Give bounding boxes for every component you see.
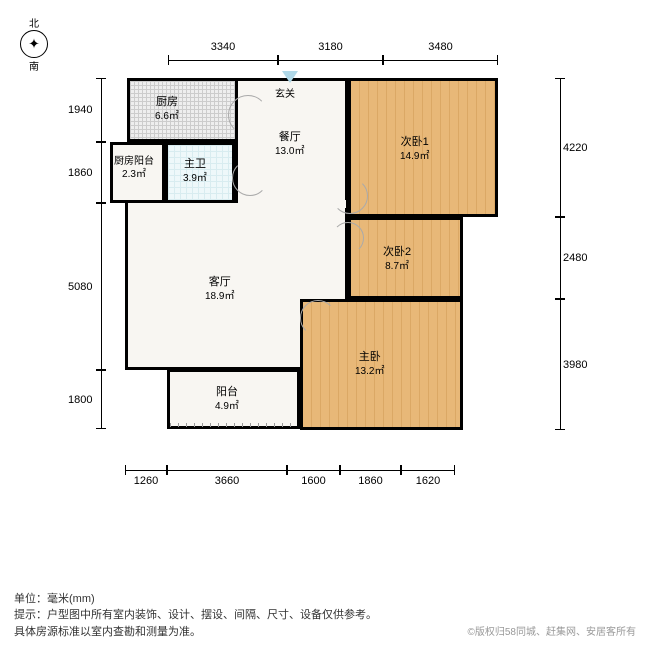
dim-right-1: 2480 — [555, 217, 565, 299]
dim-top-1: 3180 — [278, 55, 383, 65]
label-dining: 餐厅13.0㎡ — [275, 130, 304, 159]
footer-note: 具体房源标准以室内查勘和测量为准。 — [14, 624, 377, 641]
label-kit-balcony: 厨房阳台2.3㎡ — [114, 155, 154, 181]
dim-bot-1: 3660 — [167, 465, 287, 475]
dim-bot-3: 1860 — [340, 465, 401, 475]
label-bed1: 次卧114.9㎡ — [400, 135, 429, 164]
dim-left-0: 1940 — [96, 78, 106, 142]
dim-right-2: 3980 — [555, 299, 565, 430]
label-living: 客厅18.9㎡ — [205, 275, 234, 304]
dim-bot-4: 1620 — [401, 465, 455, 475]
footer-unit: 单位：毫米(mm) — [14, 591, 377, 608]
label-bed2: 次卧28.7㎡ — [383, 245, 411, 274]
compass-north: 北 — [20, 15, 48, 30]
floorplan-canvas: 北 ✦ 南 3340 3180 3480 1940 1860 5080 1800… — [0, 0, 650, 650]
label-balcony: 阳台4.9㎡ — [215, 385, 239, 414]
dim-bot-0: 1260 — [125, 465, 167, 475]
dim-right-0: 4220 — [555, 78, 565, 217]
entry-arrow-icon — [282, 71, 298, 83]
footer-notes: 单位：毫米(mm) 提示：户型图中所有室内装饰、设计、摆设、间隔、尺寸、设备仅供… — [14, 591, 377, 641]
compass-south: 南 — [20, 58, 48, 73]
label-master: 主卧13.2㎡ — [355, 350, 384, 379]
dim-left-3: 1800 — [96, 370, 106, 429]
dim-top-0: 3340 — [168, 55, 278, 65]
dim-top-2: 3480 — [383, 55, 498, 65]
compass: 北 ✦ 南 — [20, 15, 48, 73]
balcony-rail — [170, 423, 297, 427]
footer-hint: 提示：户型图中所有室内装饰、设计、摆设、间隔、尺寸、设备仅供参考。 — [14, 607, 377, 624]
room-kitchen — [127, 78, 235, 142]
living-dining-join — [238, 200, 346, 208]
label-bath: 主卫3.9㎡ — [183, 157, 207, 186]
dim-left-1: 1860 — [96, 142, 106, 203]
dim-bot-2: 1600 — [287, 465, 340, 475]
dim-left-2: 5080 — [96, 203, 106, 370]
copyright: ©版权归58同城、赶集网、安居客所有 — [468, 623, 637, 638]
label-kitchen: 厨房6.6㎡ — [155, 95, 179, 124]
label-entry: 玄关 — [275, 88, 295, 101]
